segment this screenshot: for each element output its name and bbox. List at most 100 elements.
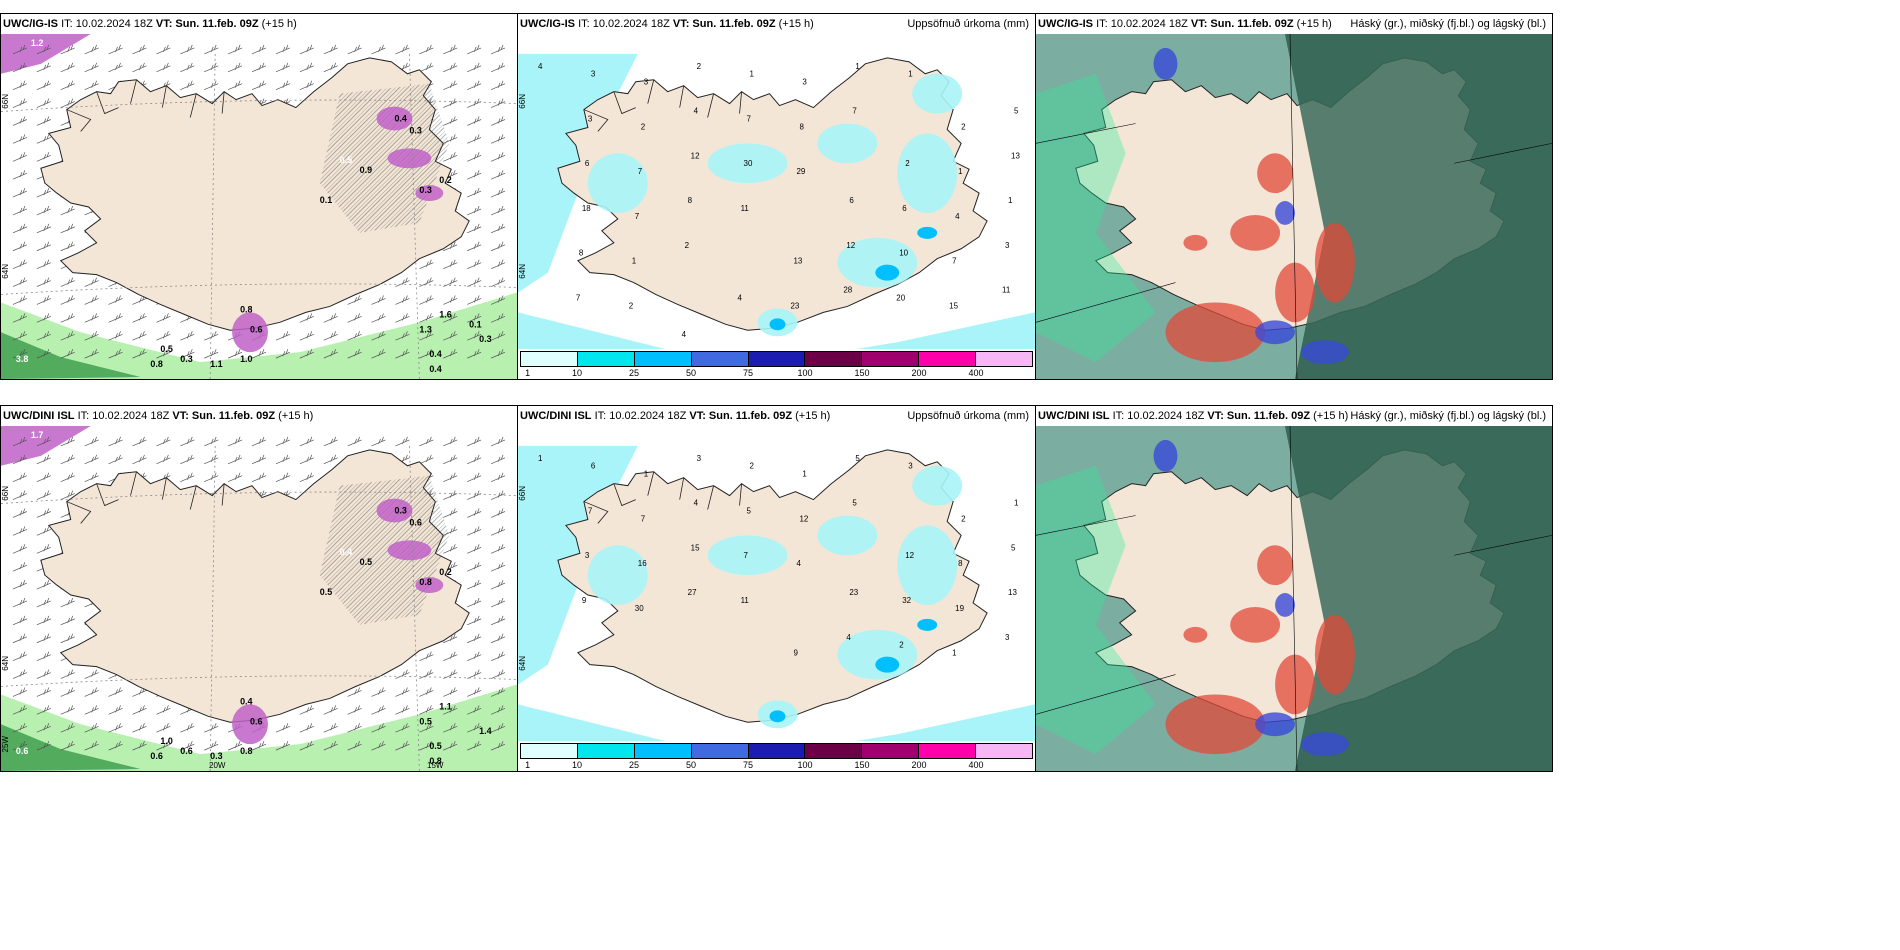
precip-purple-blob [415,185,444,202]
precip-value-label: 0.1 [320,195,332,205]
model-name: UWC/DINI ISL [3,410,75,422]
accum-value-label: 3 [1005,633,1010,642]
panel-igis-clouds: UWC/IG-IS IT: 10.02.2024 18Z VT: Sun. 11… [1035,13,1553,380]
panel-header: UWC/DINI ISL IT: 10.02.2024 18Z VT: Sun.… [1036,406,1552,426]
accum-cyan-blob [817,123,878,164]
panel-dini-accumulated-precip: UWC/DINI ISL IT: 10.02.2024 18Z VT: Sun.… [517,405,1036,772]
field-title: Háský (gr.), miðský (fj.bl.) og lágský (… [1350,410,1546,422]
precip-value-label: 0.4 [394,114,406,124]
accum-value-label: 2 [905,159,910,168]
colorbar-tick: 150 [854,368,870,378]
accum-value-label: 1 [802,470,807,479]
map-canvas: 1.20.50.90.40.30.20.30.10.80.61.00.50.8 0… [1,34,517,379]
panel-igis-accumulated-precip: UWC/IG-IS IT: 10.02.2024 18Z VT: Sun. 11… [517,13,1036,380]
accum-value-label: 13 [1011,151,1020,160]
precip-value-label: 1.3 [419,324,431,334]
precip-purple-blob [376,498,413,523]
accum-cyan-blob [912,73,963,114]
accum-value-label: 8 [799,122,804,131]
valid-time: Sun. 11.feb. 09Z [191,410,276,422]
accum-value-label: 4 [846,633,851,642]
mid-cloud-blob [1183,626,1208,643]
lead-time: (+15 h) [1296,18,1332,30]
colorbar-tick: 50 [685,760,697,770]
forecast-map: 1.2 0.5 0.9 0.4 0.3 0.2 0.3 0.1 0.8 0.6 1.0 0.5 0.8 0… [1,34,517,379]
precip-value-label: 0.3 [419,185,431,195]
forecast-map: 4 3 3 2 1 3 1 1 2 5 3 2 4 7 8 7 2 1 13 6 7 12 30 29 6 6 4 1 18 7 8 11 13… [518,34,1035,379]
accum-value-label: 7 [952,257,957,266]
colorbar-tick: 75 [742,368,754,378]
mid-cloud-blob [1230,214,1281,251]
precip-value-label: 3.8 [16,354,28,364]
accum-value-label: 18 [582,204,591,213]
precip-value-label: 0.4 [429,364,441,374]
lead-time: (+15 h) [1313,410,1349,422]
precip-value-label: 0.5 [340,155,352,165]
precip-value-label: 0.4 [340,547,352,557]
accum-value-label: 4 [694,107,699,116]
accum-value-label: 1 [538,454,543,463]
precip-value-label: 0.3 [409,125,421,135]
colorbar-tick: 1 [525,760,531,770]
colorbar-swatch [805,352,863,366]
accum-value-label: 12 [691,151,700,160]
colorbar-tick: 50 [685,368,697,378]
mid-cloud-blob [1165,302,1266,363]
colorbar-swatch [919,352,977,366]
latitude-label: 64N [518,264,527,279]
precip-value-label: 0.1 [469,319,481,329]
accum-cyan-blob [817,515,878,556]
init-time: IT: 10.02.2024 18Z [594,410,687,422]
panel-igis-wind-precip: UWC/IG-IS IT: 10.02.2024 18Z VT: Sun. 11… [0,13,518,380]
accum-value-label: 1 [632,257,637,266]
colorbar-tick: 400 [968,760,984,770]
accum-value-label: 3 [591,70,596,79]
accum-value-label: 3 [1005,241,1010,250]
model-name: UWC/IG-IS [1038,18,1093,30]
accum-value-label: 1 [1008,196,1013,205]
precip-value-label: 0.9 [360,165,372,175]
colorbar-swatch [634,352,692,366]
precip-value-label: 1.6 [439,309,451,319]
mid-cloud-blob [1183,234,1208,251]
valid-label: VT: [172,410,189,422]
precip-value-label: 1.1 [210,359,222,369]
accum-value-label: 4 [955,212,960,221]
low-cloud-blob [1275,201,1295,225]
precip-value-label: 0.6 [150,751,162,761]
model-name: UWC/DINI ISL [520,410,592,422]
colorbar-swatch [862,744,920,758]
accum-value-label: 11 [741,596,750,605]
init-time: IT: 10.02.2024 18Z [578,18,670,30]
init-time: IT: 10.02.2024 18Z [1096,18,1188,30]
colorbar-tick: 10 [571,760,583,770]
valid-time: Sun. 11.feb. 09Z [708,410,793,422]
colorbar-swatch [748,744,806,758]
precip-value-label: 1.0 [240,354,252,364]
init-time: IT: 10.02.2024 18Z [1112,410,1205,422]
accum-cyan-blob [587,153,648,213]
accum-value-label: 12 [905,551,914,560]
colorbar-tick: 100 [797,368,813,378]
latitude-label: 25W [1,736,10,753]
accum-value-label: 7 [588,507,593,516]
precip-purple-blob [387,148,432,169]
accum-value-label: 1 [952,649,957,658]
accum-value-label: 30 [744,159,753,168]
accum-value-label: 2 [629,301,634,310]
accum-value-label: 1 [750,70,755,79]
colorbar-tick: 200 [911,368,927,378]
colorbar-swatch [976,744,1033,758]
accum-value-label: 8 [579,249,584,258]
accum-cyan-blob [707,535,788,576]
precip-value-label: 0.2 [439,567,451,577]
precip-value-label: 0.6 [250,324,262,334]
colorbar-swatch [805,744,863,758]
accum-cyan-blob [897,133,958,213]
valid-label: VT: [155,18,173,30]
panel-header: UWC/DINI ISL IT: 10.02.2024 18Z VT: Sun.… [1,406,517,426]
precip-value-label: 0.5 [360,557,372,567]
model-name: UWC/IG-IS [520,18,575,30]
colorbar: 1 10 25 50 75 100 150 200 400 [518,349,1035,379]
accum-value-label: 1 [908,70,913,79]
